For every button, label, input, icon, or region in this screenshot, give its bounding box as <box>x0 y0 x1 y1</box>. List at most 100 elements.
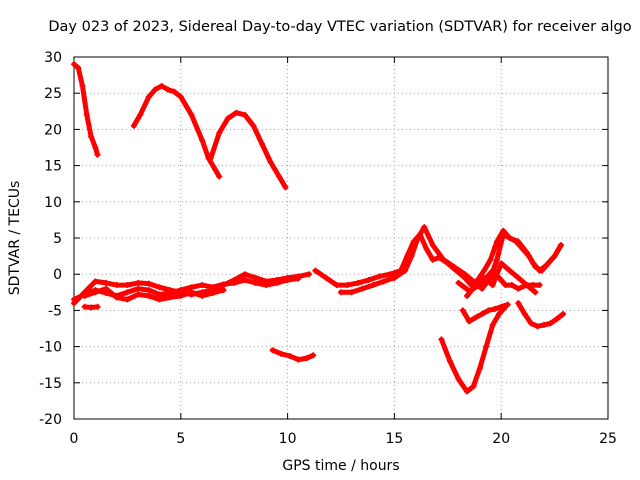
data-point <box>489 321 496 328</box>
data-point <box>263 282 270 289</box>
data-point <box>71 61 77 68</box>
data-point <box>250 122 257 129</box>
data-point <box>216 173 223 180</box>
data-point <box>558 242 565 249</box>
data-point <box>506 235 513 241</box>
data-point <box>466 318 473 325</box>
data-point <box>252 274 259 281</box>
data-point <box>451 263 458 270</box>
y-tick-label: 10 <box>44 195 62 211</box>
data-point <box>241 276 248 283</box>
data-point <box>508 282 515 289</box>
data-point <box>145 280 152 287</box>
data-point <box>188 284 195 291</box>
data-point <box>485 307 492 314</box>
data-point <box>71 296 77 303</box>
data-point <box>536 282 543 289</box>
data-point <box>188 289 195 296</box>
y-tick-label: 0 <box>53 267 62 283</box>
x-tick-label: 0 <box>70 431 79 447</box>
data-point <box>113 282 120 289</box>
data-point <box>532 289 539 296</box>
data-point <box>348 289 355 296</box>
data-point <box>145 93 152 100</box>
data-point <box>455 376 462 383</box>
data-point <box>515 274 522 281</box>
data-point <box>145 287 152 294</box>
data-point <box>370 282 377 289</box>
data-point <box>284 276 291 283</box>
data-point <box>295 356 302 363</box>
data-point <box>75 64 82 71</box>
data-point <box>156 291 163 298</box>
y-tick-label: 20 <box>44 122 62 138</box>
data-point <box>380 278 387 285</box>
y-tick-label: -10 <box>39 340 62 356</box>
data-point <box>103 279 110 286</box>
data-point <box>231 279 238 286</box>
data-point <box>286 353 293 360</box>
data-series <box>71 61 567 395</box>
data-point <box>94 303 101 310</box>
data-point <box>224 115 231 122</box>
y-tick-label: 25 <box>44 86 62 102</box>
data-point <box>402 267 409 274</box>
points-arc-c <box>207 109 289 191</box>
y-tick-label: -20 <box>39 412 62 428</box>
data-point <box>496 311 503 318</box>
points-upper-small <box>464 260 539 299</box>
data-point <box>515 238 522 245</box>
data-point <box>81 303 88 310</box>
x-axis-ticks: 0 5 10 15 20 25 <box>70 57 617 447</box>
data-point <box>551 253 558 260</box>
data-point <box>282 184 289 191</box>
data-point <box>534 323 541 330</box>
data-point <box>543 262 550 269</box>
data-point <box>391 274 398 281</box>
data-point <box>489 282 496 289</box>
data-point <box>498 260 505 267</box>
data-point <box>491 305 498 312</box>
data-point <box>333 282 340 289</box>
data-point <box>103 285 110 292</box>
data-point <box>481 267 488 274</box>
data-point <box>523 249 530 256</box>
data-point <box>464 292 471 299</box>
data-point <box>171 88 178 95</box>
data-point <box>523 282 530 289</box>
data-point <box>88 133 95 140</box>
data-point <box>88 304 95 311</box>
data-point <box>472 282 479 289</box>
grid-lines <box>74 57 608 419</box>
data-point <box>470 383 477 390</box>
data-point <box>408 253 415 260</box>
data-point <box>220 287 227 294</box>
data-point <box>209 290 216 297</box>
data-point <box>269 347 276 354</box>
y-tick-label: -15 <box>39 376 62 392</box>
data-point <box>273 279 280 286</box>
data-point <box>94 151 101 158</box>
data-point <box>137 111 144 118</box>
data-point <box>470 278 477 285</box>
data-point <box>487 256 494 263</box>
data-point <box>530 282 537 289</box>
data-point <box>124 289 131 296</box>
data-point <box>158 82 165 89</box>
data-point <box>124 296 131 303</box>
data-point <box>209 284 216 291</box>
data-point <box>359 285 366 292</box>
data-point <box>241 111 248 118</box>
data-point <box>156 284 163 291</box>
data-point <box>500 231 507 238</box>
data-point <box>521 311 528 318</box>
data-point <box>498 303 505 310</box>
data-point <box>376 273 383 280</box>
data-point <box>547 320 554 327</box>
y-tick-label: 15 <box>44 159 62 175</box>
data-point <box>167 294 174 301</box>
data-point <box>438 336 445 343</box>
x-tick-label: 20 <box>492 431 510 447</box>
data-point <box>135 279 142 286</box>
